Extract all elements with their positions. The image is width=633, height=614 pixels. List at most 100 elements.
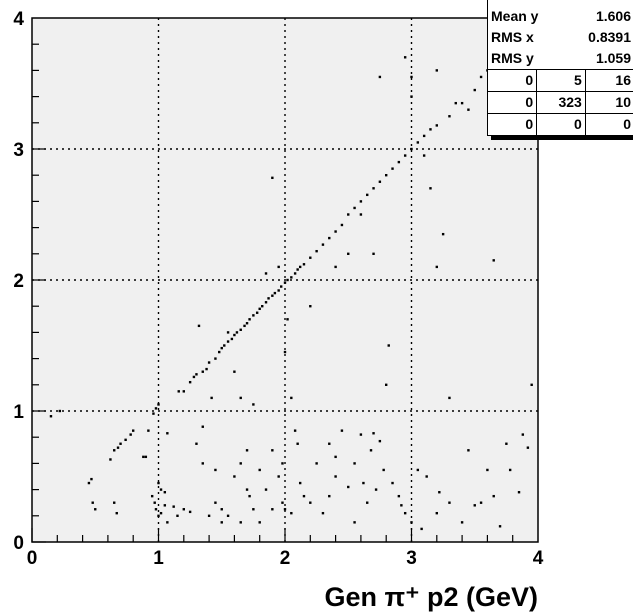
stats-grid-cell: 0 [488,92,537,114]
data-point [448,397,450,399]
data-point [360,200,362,202]
data-point [366,194,368,196]
data-point [461,521,463,523]
data-point [509,469,511,471]
data-point [214,502,216,504]
data-point [176,515,178,517]
data-point [518,491,520,493]
data-point [474,89,476,91]
data-point [261,305,263,307]
data-point [202,371,204,373]
data-point [328,443,330,445]
data-point [164,504,166,506]
data-point [145,456,147,458]
data-point [294,429,296,431]
data-point [259,308,261,310]
data-point [410,95,412,97]
data-point [284,351,286,353]
data-point [303,263,305,265]
x-tick-label: 1 [153,548,164,569]
data-point [277,266,279,268]
stats-grid-row: 000 [488,114,633,136]
data-point [132,429,134,431]
data-point [410,148,412,150]
data-point [379,440,381,442]
data-point [172,505,174,507]
data-point [388,344,390,346]
data-point [265,272,267,274]
data-point [436,512,438,514]
data-point [155,407,157,409]
data-point [221,508,223,510]
data-point [59,410,61,412]
data-point [208,361,210,363]
data-point [221,521,223,523]
data-point [157,515,159,517]
data-point [499,525,501,527]
data-point [233,371,235,373]
data-point [240,397,242,399]
data-point [372,253,374,255]
data-point [410,521,412,523]
data-point [309,257,311,259]
data-point [246,488,248,490]
x-axis-title: Gen π⁺ p2 (GeV) [325,582,538,612]
stats-box: Mean x2.204Mean y1.606RMS x0.8391RMS y1.… [487,0,633,136]
data-point [178,390,180,392]
data-point [252,403,254,405]
data-point [341,224,343,226]
x-tick-label: 3 [406,548,417,569]
data-point [486,469,488,471]
data-point [113,449,115,451]
stats-grid-row: 0 323 10 [488,92,633,114]
data-point [522,433,524,435]
data-point [116,512,118,514]
data-point [280,285,282,287]
data-point [189,381,191,383]
stats-grid-cell: 0 [488,114,537,136]
stat-label: RMS x [488,27,564,48]
data-point [328,495,330,497]
data-point [202,462,204,464]
data-point [259,521,261,523]
stat-value: 1.059 [564,48,633,69]
data-point [221,347,223,349]
data-point [353,462,355,464]
data-point [231,338,233,340]
stats-summary: Mean x2.204 Mean y 1.606 RMS x 0.8391 RMS y 1.… [488,0,633,69]
data-point [265,301,267,303]
data-point [398,495,400,497]
data-point [334,475,336,477]
data-point [423,154,425,156]
data-point [142,456,144,458]
data-point [124,439,126,441]
data-point [309,305,311,307]
data-point [362,482,364,484]
data-point [480,502,482,504]
data-point [309,502,311,504]
data-point [296,268,298,270]
data-point [195,443,197,445]
x-tick-label: 2 [280,548,291,569]
data-point [119,443,121,445]
data-point [290,512,292,514]
stat-value: 1.606 [564,6,633,27]
data-point [157,482,159,484]
data-point [113,502,115,504]
data-point [505,443,507,445]
data-point [160,512,162,514]
data-point [480,76,482,78]
data-point [223,344,225,346]
data-point [315,462,317,464]
data-point [334,230,336,232]
data-point [334,456,336,458]
data-point [267,297,269,299]
data-point [281,502,283,504]
data-point [290,397,292,399]
stat-label: Mean y [488,6,564,27]
data-point [252,314,254,316]
data-point [372,432,374,434]
data-point [385,174,387,176]
stats-grid-cell: 16 [585,70,633,92]
data-point [294,272,296,274]
